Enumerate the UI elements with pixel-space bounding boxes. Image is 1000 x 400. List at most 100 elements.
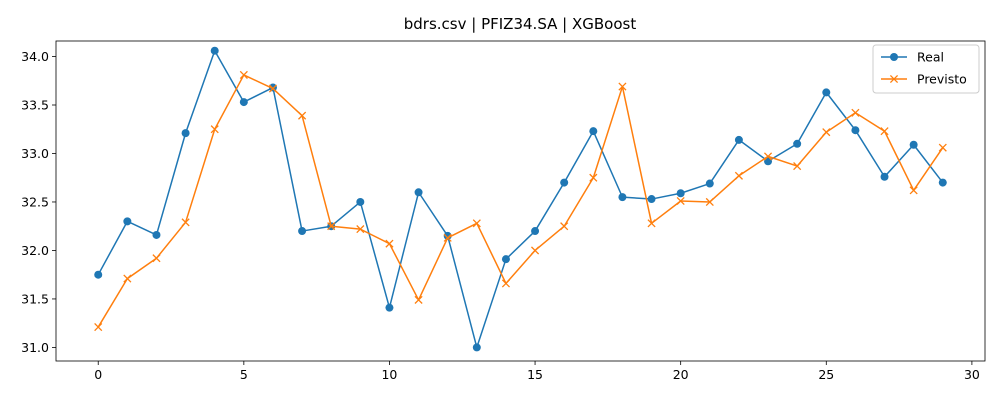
x-tick-label: 5	[240, 367, 248, 382]
data-point-previsto	[822, 128, 831, 137]
series-line-real	[97, 49, 944, 349]
marker-stroke	[501, 279, 510, 288]
marker-stroke	[531, 246, 540, 255]
legend-item-previsto: Previsto	[881, 72, 967, 87]
data-point-previsto	[298, 111, 307, 120]
marker-stroke	[560, 222, 569, 231]
data-point-previsto	[763, 152, 773, 161]
data-point-real	[210, 46, 219, 55]
data-point-real	[793, 139, 802, 148]
data-point-real	[123, 217, 132, 226]
data-point-previsto	[734, 171, 743, 180]
data-point-previsto	[152, 254, 161, 263]
data-point-real	[822, 88, 831, 97]
chart-title: bdrs.csv | PFIZ34.SA | XGBoost	[404, 15, 637, 33]
marker-stroke	[763, 152, 773, 161]
marker-stroke	[938, 143, 947, 152]
data-point-previsto	[793, 162, 802, 171]
data-point-real	[152, 230, 161, 239]
marker-stroke	[793, 162, 802, 171]
data-point-real	[647, 195, 656, 204]
data-point-previsto	[210, 125, 219, 134]
data-point-real	[94, 270, 103, 279]
series-line-previsto	[97, 74, 944, 328]
marker-stroke	[94, 323, 103, 332]
y-tick-label: 31.5	[21, 291, 49, 306]
data-point-real	[676, 189, 685, 198]
y-tick-label: 32.0	[21, 243, 49, 258]
data-point-real	[298, 227, 307, 236]
data-point-real	[531, 227, 540, 236]
legend-label-previsto: Previsto	[917, 72, 967, 87]
marker-stroke	[152, 254, 161, 263]
data-point-real	[705, 179, 714, 188]
data-point-previsto	[472, 219, 481, 228]
data-point-real	[414, 188, 423, 197]
x-tick-label: 15	[527, 367, 543, 382]
data-point-real	[560, 178, 569, 187]
data-point-real	[356, 197, 365, 206]
marker-stroke	[327, 222, 336, 231]
marker-stroke	[618, 82, 627, 91]
marker-stroke	[880, 127, 889, 136]
marker-stroke	[705, 197, 714, 207]
data-point-previsto	[647, 219, 656, 228]
x-tick-label: 20	[673, 367, 689, 382]
data-point-real	[880, 172, 889, 181]
y-tick-label: 33.0	[21, 146, 49, 161]
y-tick-label: 34.0	[21, 49, 49, 64]
axes-frame	[55, 40, 986, 362]
legend-marker	[890, 53, 898, 61]
marker-stroke	[210, 125, 219, 134]
marker-stroke	[909, 186, 918, 195]
x-tick-label: 30	[964, 367, 980, 382]
marker-stroke	[472, 219, 481, 228]
data-point-real	[385, 303, 394, 312]
data-point-real	[443, 231, 452, 240]
data-point-real	[239, 98, 248, 107]
marker-stroke	[734, 171, 743, 180]
data-point-previsto	[676, 196, 685, 206]
data-point-previsto	[909, 186, 918, 195]
data-point-previsto	[938, 143, 947, 152]
data-point-real	[618, 193, 627, 202]
marker-stroke	[268, 84, 278, 93]
y-tick-label: 33.5	[21, 98, 49, 113]
axes: 0 5 10 15 20 25 30 31.0 31.5 32.0 32.5 33.0 33.5 34.0	[21, 40, 986, 382]
marker-stroke	[822, 128, 831, 137]
marker-stroke	[443, 233, 452, 242]
data-point-real	[938, 178, 947, 187]
data-point-previsto	[501, 279, 510, 288]
x-tick-label: 0	[94, 367, 102, 382]
x-tick-label: 10	[381, 367, 397, 382]
data-point-real	[589, 127, 598, 136]
data-point-real	[851, 126, 860, 135]
x-tick-label: 25	[818, 367, 834, 382]
data-point-previsto	[94, 323, 103, 332]
data-point-previsto	[181, 218, 190, 227]
legend-label-real: Real	[917, 50, 944, 65]
data-point-previsto	[443, 233, 452, 242]
data-point-previsto	[414, 295, 423, 304]
data-point-previsto	[123, 274, 132, 283]
data-point-previsto	[531, 246, 540, 255]
marker-stroke	[123, 274, 132, 283]
data-point-real	[472, 343, 481, 352]
data-point-previsto	[851, 108, 860, 117]
marker-stroke	[181, 218, 190, 227]
marker-stroke	[385, 239, 394, 248]
data-point-real	[181, 129, 190, 138]
marker-stroke	[851, 108, 860, 117]
y-tick-label: 32.5	[21, 194, 49, 209]
y-tick-label: 31.0	[21, 340, 49, 355]
data-point-previsto	[385, 239, 394, 248]
data-point-previsto	[560, 222, 569, 231]
data-point-real	[734, 135, 743, 144]
data-point-previsto	[327, 222, 336, 231]
data-point-previsto	[239, 70, 248, 79]
data-point-previsto	[705, 197, 714, 207]
data-point-previsto	[356, 225, 365, 234]
legend: Real Previsto	[872, 44, 980, 94]
